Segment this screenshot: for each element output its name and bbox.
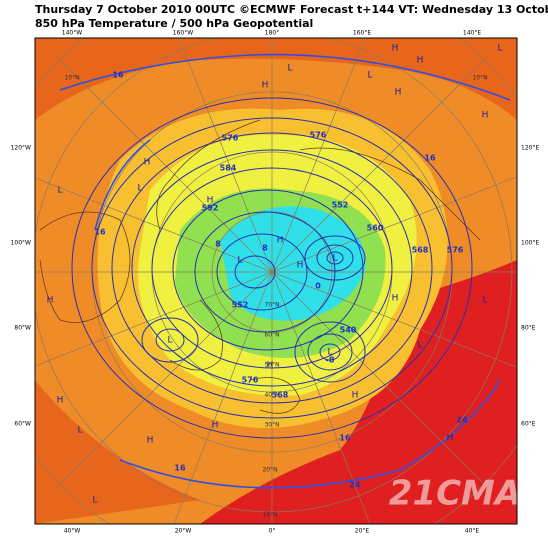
- pressure-center: L: [482, 296, 487, 306]
- coastlines: [39, 119, 481, 414]
- longitude-label: 60°E: [521, 421, 536, 428]
- longitude-label: 20°W: [175, 528, 192, 535]
- warm-band: [35, 380, 200, 524]
- map-frame: [34, 37, 518, 525]
- pressure-center: H: [352, 391, 359, 401]
- pressure-center: H: [297, 261, 304, 271]
- pressure-center: L: [137, 184, 142, 194]
- pressure-center: L: [57, 186, 62, 196]
- contour-label: 24: [349, 481, 361, 490]
- latitude-label: 70°N: [264, 302, 279, 309]
- pressure-center: L: [417, 341, 422, 351]
- latitude-label: 20°N: [262, 467, 277, 474]
- contour-label: 552: [232, 301, 249, 310]
- longitude-label: 160°E: [353, 30, 371, 37]
- contour-label: 568: [272, 391, 289, 400]
- pressure-center: H: [212, 421, 219, 431]
- watermark: 21CMA: [389, 474, 521, 514]
- longitude-label: 140°W: [62, 30, 82, 37]
- contour-label: 8: [262, 244, 268, 253]
- pressure-center: H: [147, 436, 154, 446]
- longitude-label: 40°W: [64, 528, 81, 535]
- very-cold-area: [220, 206, 366, 321]
- pressure-center: L: [367, 71, 372, 81]
- latitude-label: 10°N: [262, 512, 277, 519]
- contour-label: -8: [326, 356, 335, 365]
- longitude-label: 80°W: [14, 325, 31, 332]
- contour-label: 568: [412, 246, 429, 255]
- pressure-center: H: [395, 88, 402, 98]
- longitude-label: 140°E: [463, 30, 481, 37]
- longitude-label: 100°E: [521, 240, 539, 247]
- pressure-center: H: [267, 361, 274, 371]
- latitude-label: 60°N: [264, 332, 279, 339]
- contour-label: 576: [222, 134, 239, 143]
- pressure-center: H: [207, 196, 214, 206]
- pressure-center: H: [144, 158, 151, 168]
- pressure-center: H: [392, 44, 399, 54]
- latitude-label: 10°N: [64, 75, 79, 82]
- longitude-label: 40°E: [465, 528, 480, 535]
- longitude-label: 100°W: [11, 240, 31, 247]
- pressure-center: H: [47, 296, 54, 306]
- title-line-1: Thursday 7 October 2010 00UTC ©ECMWF For…: [35, 3, 548, 16]
- pressure-center: H: [277, 236, 284, 246]
- longitude-label: 120°W: [11, 145, 31, 152]
- latitude-label: 30°N: [264, 422, 279, 429]
- longitude-label: 80°E: [521, 325, 536, 332]
- pressure-center: L: [287, 64, 292, 74]
- pressure-center: L: [77, 426, 82, 436]
- contour-label: 576: [310, 131, 327, 140]
- contour-label: 16: [112, 71, 124, 80]
- latitude-label: 40°N: [264, 392, 279, 399]
- pressure-center: H: [262, 81, 269, 91]
- pressure-center: H: [447, 434, 454, 444]
- contour-label: 24: [456, 416, 468, 425]
- title-line-2: 850 hPa Temperature / 500 hPa Geopotenti…: [35, 17, 313, 30]
- contour-label: 584: [220, 164, 237, 173]
- latitude-label: 10°N: [472, 75, 487, 82]
- contour-label: 576: [447, 246, 464, 255]
- contour-label: 576: [242, 376, 259, 385]
- longitude-label: 0°: [269, 528, 276, 535]
- pressure-center: L: [167, 336, 172, 346]
- contour-label: 560: [367, 224, 384, 233]
- contour-label: 0: [315, 282, 321, 291]
- pressure-center: L: [332, 254, 337, 264]
- contour-label: 552: [332, 201, 349, 210]
- contour-label: 16: [339, 434, 351, 443]
- pressure-center: L: [327, 348, 332, 358]
- longitude-label: 160°W: [173, 30, 193, 37]
- longitude-label: 20°E: [355, 528, 370, 535]
- contour-label: 16: [94, 228, 106, 237]
- pressure-center: L: [237, 256, 242, 266]
- longitude-label: 60°W: [14, 421, 31, 428]
- pressure-center: L: [92, 496, 97, 506]
- temperature-contours: [59, 53, 511, 489]
- contour-label: 16: [174, 464, 186, 473]
- pressure-center: H: [57, 396, 64, 406]
- contour-label: 540: [340, 326, 357, 335]
- contour-label: 592: [202, 204, 219, 213]
- latitude-label: 50°N: [264, 362, 279, 369]
- pressure-center: H: [482, 111, 489, 121]
- contour-label: 8: [215, 240, 221, 249]
- pressure-center: L: [497, 44, 502, 54]
- geopotential-contours: [71, 97, 473, 439]
- longitude-label: 180°: [265, 30, 279, 37]
- longitude-label: 120°E: [521, 145, 539, 152]
- pressure-center: H: [417, 56, 424, 66]
- warm-band: [35, 38, 517, 120]
- contour-label: 16: [424, 154, 436, 163]
- pressure-center: H: [392, 294, 399, 304]
